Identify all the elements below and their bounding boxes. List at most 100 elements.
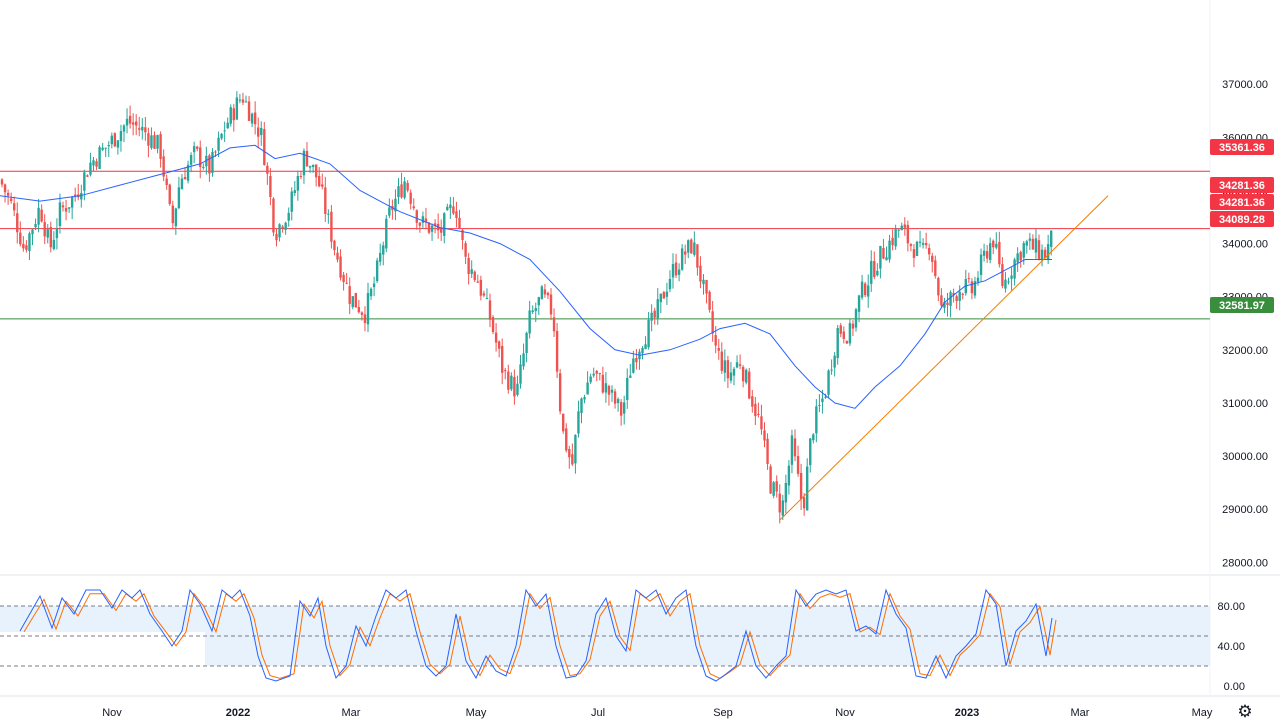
- candle-body: [934, 260, 937, 276]
- candle-body: [385, 218, 388, 249]
- candle-body: [1025, 241, 1028, 246]
- candle-body: [696, 244, 699, 268]
- gear-icon[interactable]: ⚙: [1237, 702, 1253, 721]
- candle-body: [449, 204, 452, 209]
- candle-body: [290, 191, 293, 212]
- candle-body: [281, 226, 284, 229]
- candle-body: [336, 252, 339, 260]
- candle-body: [494, 332, 498, 343]
- candle-body: [943, 301, 946, 308]
- candle-body: [924, 243, 928, 246]
- candle-body: [421, 216, 425, 223]
- candle-body: [504, 370, 507, 372]
- candle-body: [998, 241, 1001, 265]
- candle-body: [1028, 238, 1032, 241]
- candle-body: [86, 175, 89, 177]
- candle-body: [900, 225, 903, 231]
- candle-body: [482, 293, 486, 296]
- candle-body: [589, 376, 592, 383]
- candle-body: [940, 295, 943, 306]
- candle-body: [729, 372, 733, 381]
- price-tag-label: 34281.36: [1219, 180, 1265, 192]
- candle-body: [995, 243, 998, 248]
- candle-body: [937, 277, 940, 296]
- candle-body: [543, 289, 547, 295]
- candle-body: [693, 242, 696, 255]
- candle-body: [403, 181, 406, 198]
- time-tick-label: Nov: [102, 707, 122, 719]
- candle-body: [918, 241, 922, 243]
- candle-body: [156, 135, 159, 149]
- candle-body: [470, 269, 473, 274]
- candle-body: [189, 154, 193, 165]
- candle-body: [891, 237, 894, 246]
- candle-body: [43, 222, 46, 237]
- candle-body: [19, 232, 22, 245]
- candle-body: [153, 135, 156, 149]
- candle-body: [635, 358, 638, 363]
- candle-body: [897, 229, 900, 231]
- candle-body: [604, 383, 608, 393]
- candle-body: [162, 156, 165, 177]
- candle-body: [196, 146, 199, 149]
- candle-body: [232, 108, 235, 121]
- candle-body: [534, 308, 537, 312]
- candle-body: [690, 239, 693, 254]
- candle-body: [131, 122, 135, 125]
- candle-body: [662, 292, 666, 299]
- candle-body: [623, 402, 626, 414]
- candle-body: [16, 213, 19, 233]
- candle-body: [302, 150, 306, 176]
- candle-body: [562, 413, 565, 432]
- candle-body: [427, 222, 431, 233]
- candle-body: [89, 162, 92, 175]
- candle-body: [796, 456, 800, 474]
- candle-body: [909, 244, 913, 247]
- candle-body: [217, 137, 220, 151]
- candle-body: [238, 99, 242, 101]
- candle-body: [928, 248, 931, 255]
- candle-body: [55, 228, 59, 239]
- time-tick-label: Mar: [342, 707, 361, 719]
- candle-body: [574, 434, 577, 464]
- candle-body: [257, 127, 260, 137]
- candle-body: [979, 254, 983, 275]
- candle-body: [58, 202, 62, 227]
- candle-body: [80, 192, 83, 200]
- candle-body: [610, 389, 614, 393]
- candle-body: [116, 140, 120, 148]
- candle-body: [208, 155, 211, 174]
- candle-body: [674, 262, 678, 276]
- candle-body: [330, 211, 333, 242]
- candle-body: [430, 225, 434, 232]
- candle-body: [720, 351, 723, 371]
- candle-body: [955, 296, 958, 302]
- candle-body: [119, 131, 123, 142]
- candle-body: [510, 375, 513, 390]
- time-tick-label: Nov: [835, 707, 855, 719]
- candle-body: [586, 382, 589, 395]
- stochastic-tick-label: 80.00: [1217, 601, 1245, 613]
- candle-body: [479, 279, 483, 296]
- candle-body: [537, 297, 540, 306]
- candle-body: [1040, 249, 1044, 261]
- candle-body: [369, 288, 373, 297]
- candle-body: [244, 101, 248, 103]
- candle-body: [141, 126, 144, 131]
- candle-body: [802, 497, 806, 509]
- candle-body: [6, 192, 10, 196]
- candle-body: [150, 135, 153, 148]
- price-tick-label: 32000.00: [1222, 345, 1268, 357]
- candle-body: [409, 192, 412, 204]
- price-tick-label: 30000.00: [1222, 451, 1268, 463]
- candle-body: [433, 223, 437, 226]
- candle-body: [186, 164, 190, 181]
- candle-body: [781, 500, 784, 516]
- candle-body: [745, 369, 748, 383]
- candle-body: [775, 481, 778, 492]
- candle-body: [354, 293, 357, 308]
- candle-body: [491, 317, 495, 333]
- candle-body: [821, 398, 824, 403]
- candle-body: [870, 260, 873, 284]
